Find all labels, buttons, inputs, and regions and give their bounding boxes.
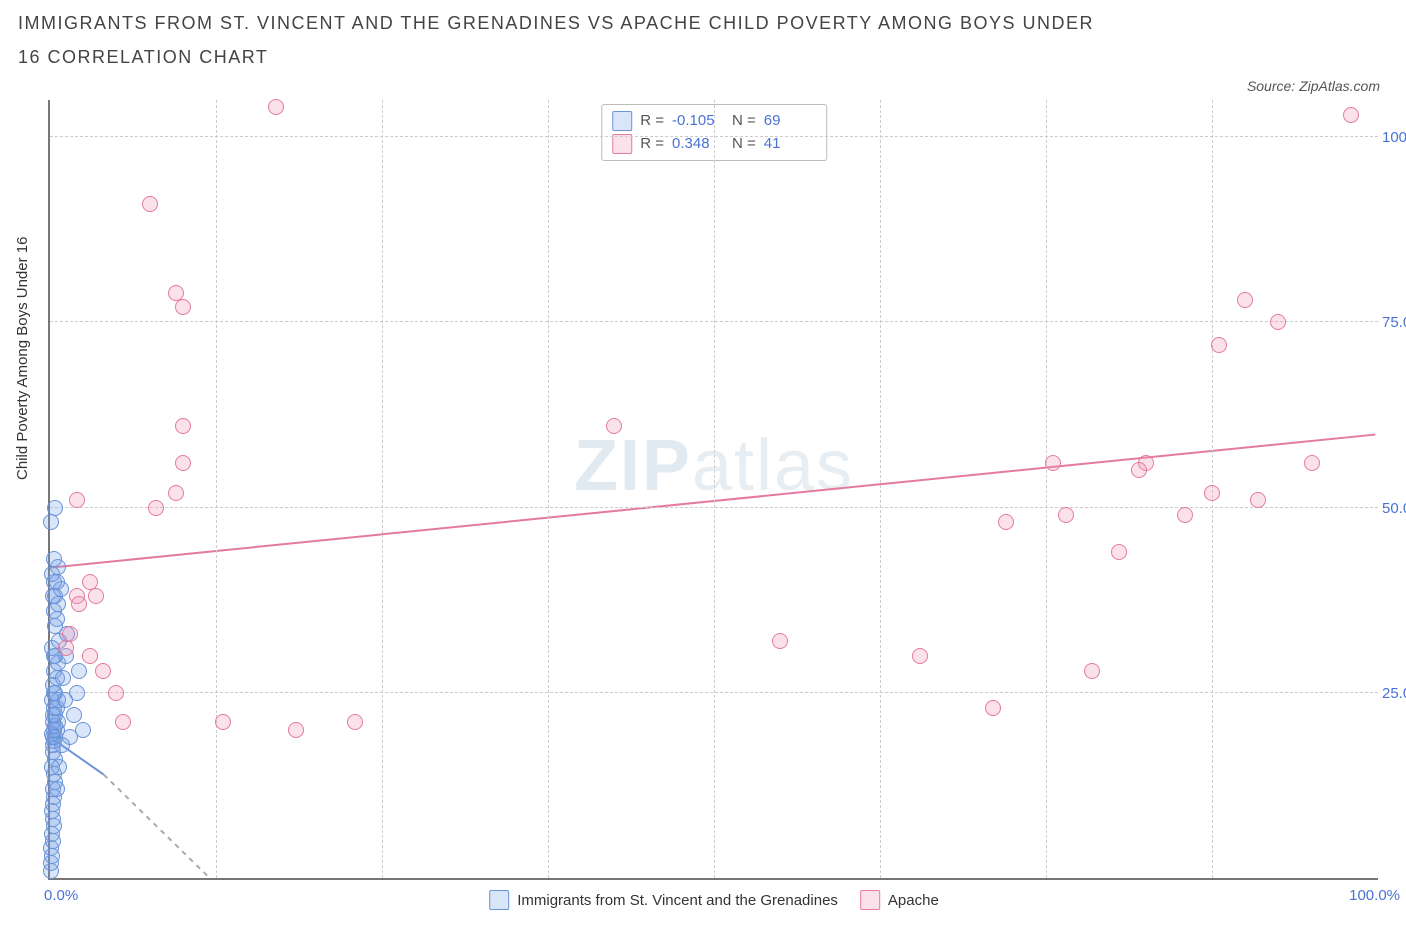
scatter-point-series-1 bbox=[175, 299, 191, 315]
scatter-point-series-1 bbox=[1084, 663, 1100, 679]
legend-series: Immigrants from St. Vincent and the Gren… bbox=[489, 890, 939, 910]
legend-r-val-0: -0.105 bbox=[672, 110, 724, 133]
scatter-point-series-1 bbox=[1111, 544, 1127, 560]
scatter-point-series-1 bbox=[148, 500, 164, 516]
scatter-point-series-0 bbox=[71, 663, 87, 679]
gridline-v bbox=[1046, 100, 1047, 878]
source-label: Source: ZipAtlas.com bbox=[1247, 78, 1380, 94]
scatter-point-series-1 bbox=[772, 633, 788, 649]
legend-item-1: Apache bbox=[860, 890, 939, 910]
legend-swatch-series-0 bbox=[489, 890, 509, 910]
y-tick-label: 25.0% bbox=[1382, 685, 1406, 702]
scatter-point-series-1 bbox=[606, 418, 622, 434]
legend-r-key: R = bbox=[640, 110, 664, 133]
scatter-point-series-1 bbox=[95, 663, 111, 679]
gridline-v bbox=[216, 100, 217, 878]
y-tick-label: 50.0% bbox=[1382, 500, 1406, 517]
scatter-point-series-1 bbox=[1304, 455, 1320, 471]
legend-n-key: N = bbox=[732, 110, 756, 133]
scatter-point-series-0 bbox=[57, 692, 73, 708]
scatter-point-series-1 bbox=[912, 648, 928, 664]
scatter-point-series-1 bbox=[108, 685, 124, 701]
gridline-v bbox=[382, 100, 383, 878]
scatter-point-series-1 bbox=[58, 640, 74, 656]
x-tick-end: 100.0% bbox=[1349, 887, 1400, 904]
scatter-point-series-1 bbox=[268, 99, 284, 115]
y-axis-label: Child Poverty Among Boys Under 16 bbox=[14, 237, 31, 480]
scatter-point-series-1 bbox=[1211, 337, 1227, 353]
scatter-point-series-1 bbox=[1237, 292, 1253, 308]
scatter-point-series-1 bbox=[1204, 485, 1220, 501]
scatter-point-series-1 bbox=[142, 196, 158, 212]
scatter-point-series-0 bbox=[51, 759, 67, 775]
gridline-v bbox=[880, 100, 881, 878]
y-tick-label: 100.0% bbox=[1382, 129, 1406, 146]
scatter-point-series-1 bbox=[168, 285, 184, 301]
scatter-point-series-0 bbox=[54, 737, 70, 753]
legend-swatch-series-1 bbox=[860, 890, 880, 910]
legend-label-1: Apache bbox=[888, 892, 939, 909]
scatter-point-series-1 bbox=[215, 714, 231, 730]
scatter-point-series-0 bbox=[46, 551, 62, 567]
scatter-point-series-1 bbox=[62, 626, 78, 642]
legend-item-0: Immigrants from St. Vincent and the Gren… bbox=[489, 890, 838, 910]
scatter-point-series-1 bbox=[175, 455, 191, 471]
chart-title: IMMIGRANTS FROM ST. VINCENT AND THE GREN… bbox=[18, 6, 1118, 74]
scatter-point-series-0 bbox=[43, 514, 59, 530]
scatter-point-series-1 bbox=[69, 492, 85, 508]
legend-n-val-0: 69 bbox=[764, 110, 816, 133]
x-tick-origin: 0.0% bbox=[44, 887, 78, 904]
scatter-point-series-1 bbox=[1045, 455, 1061, 471]
scatter-point-series-1 bbox=[1343, 107, 1359, 123]
scatter-point-series-1 bbox=[115, 714, 131, 730]
legend-label-0: Immigrants from St. Vincent and the Gren… bbox=[517, 892, 838, 909]
scatter-point-series-1 bbox=[168, 485, 184, 501]
scatter-point-series-0 bbox=[75, 722, 91, 738]
scatter-point-series-1 bbox=[1250, 492, 1266, 508]
watermark-bold: ZIP bbox=[574, 426, 692, 506]
watermark-thin: atlas bbox=[692, 426, 854, 506]
scatter-point-series-1 bbox=[998, 514, 1014, 530]
gridline-v bbox=[714, 100, 715, 878]
scatter-point-series-1 bbox=[88, 588, 104, 604]
gridline-v bbox=[548, 100, 549, 878]
scatter-point-series-1 bbox=[1177, 507, 1193, 523]
scatter-point-series-0 bbox=[66, 707, 82, 723]
scatter-point-series-1 bbox=[71, 596, 87, 612]
scatter-point-series-1 bbox=[1270, 314, 1286, 330]
y-tick-label: 75.0% bbox=[1382, 314, 1406, 331]
scatter-plot-area: ZIPatlas R = -0.105 N = 69 R = 0.348 N =… bbox=[48, 100, 1378, 880]
scatter-point-series-1 bbox=[82, 574, 98, 590]
scatter-point-series-0 bbox=[49, 781, 65, 797]
legend-swatch-series-0 bbox=[612, 111, 632, 131]
scatter-point-series-1 bbox=[1058, 507, 1074, 523]
scatter-point-series-1 bbox=[1131, 462, 1147, 478]
scatter-point-series-1 bbox=[82, 648, 98, 664]
scatter-point-series-1 bbox=[985, 700, 1001, 716]
scatter-point-series-1 bbox=[175, 418, 191, 434]
scatter-point-series-1 bbox=[347, 714, 363, 730]
scatter-point-series-1 bbox=[288, 722, 304, 738]
scatter-point-series-0 bbox=[55, 670, 71, 686]
scatter-point-series-0 bbox=[47, 500, 63, 516]
